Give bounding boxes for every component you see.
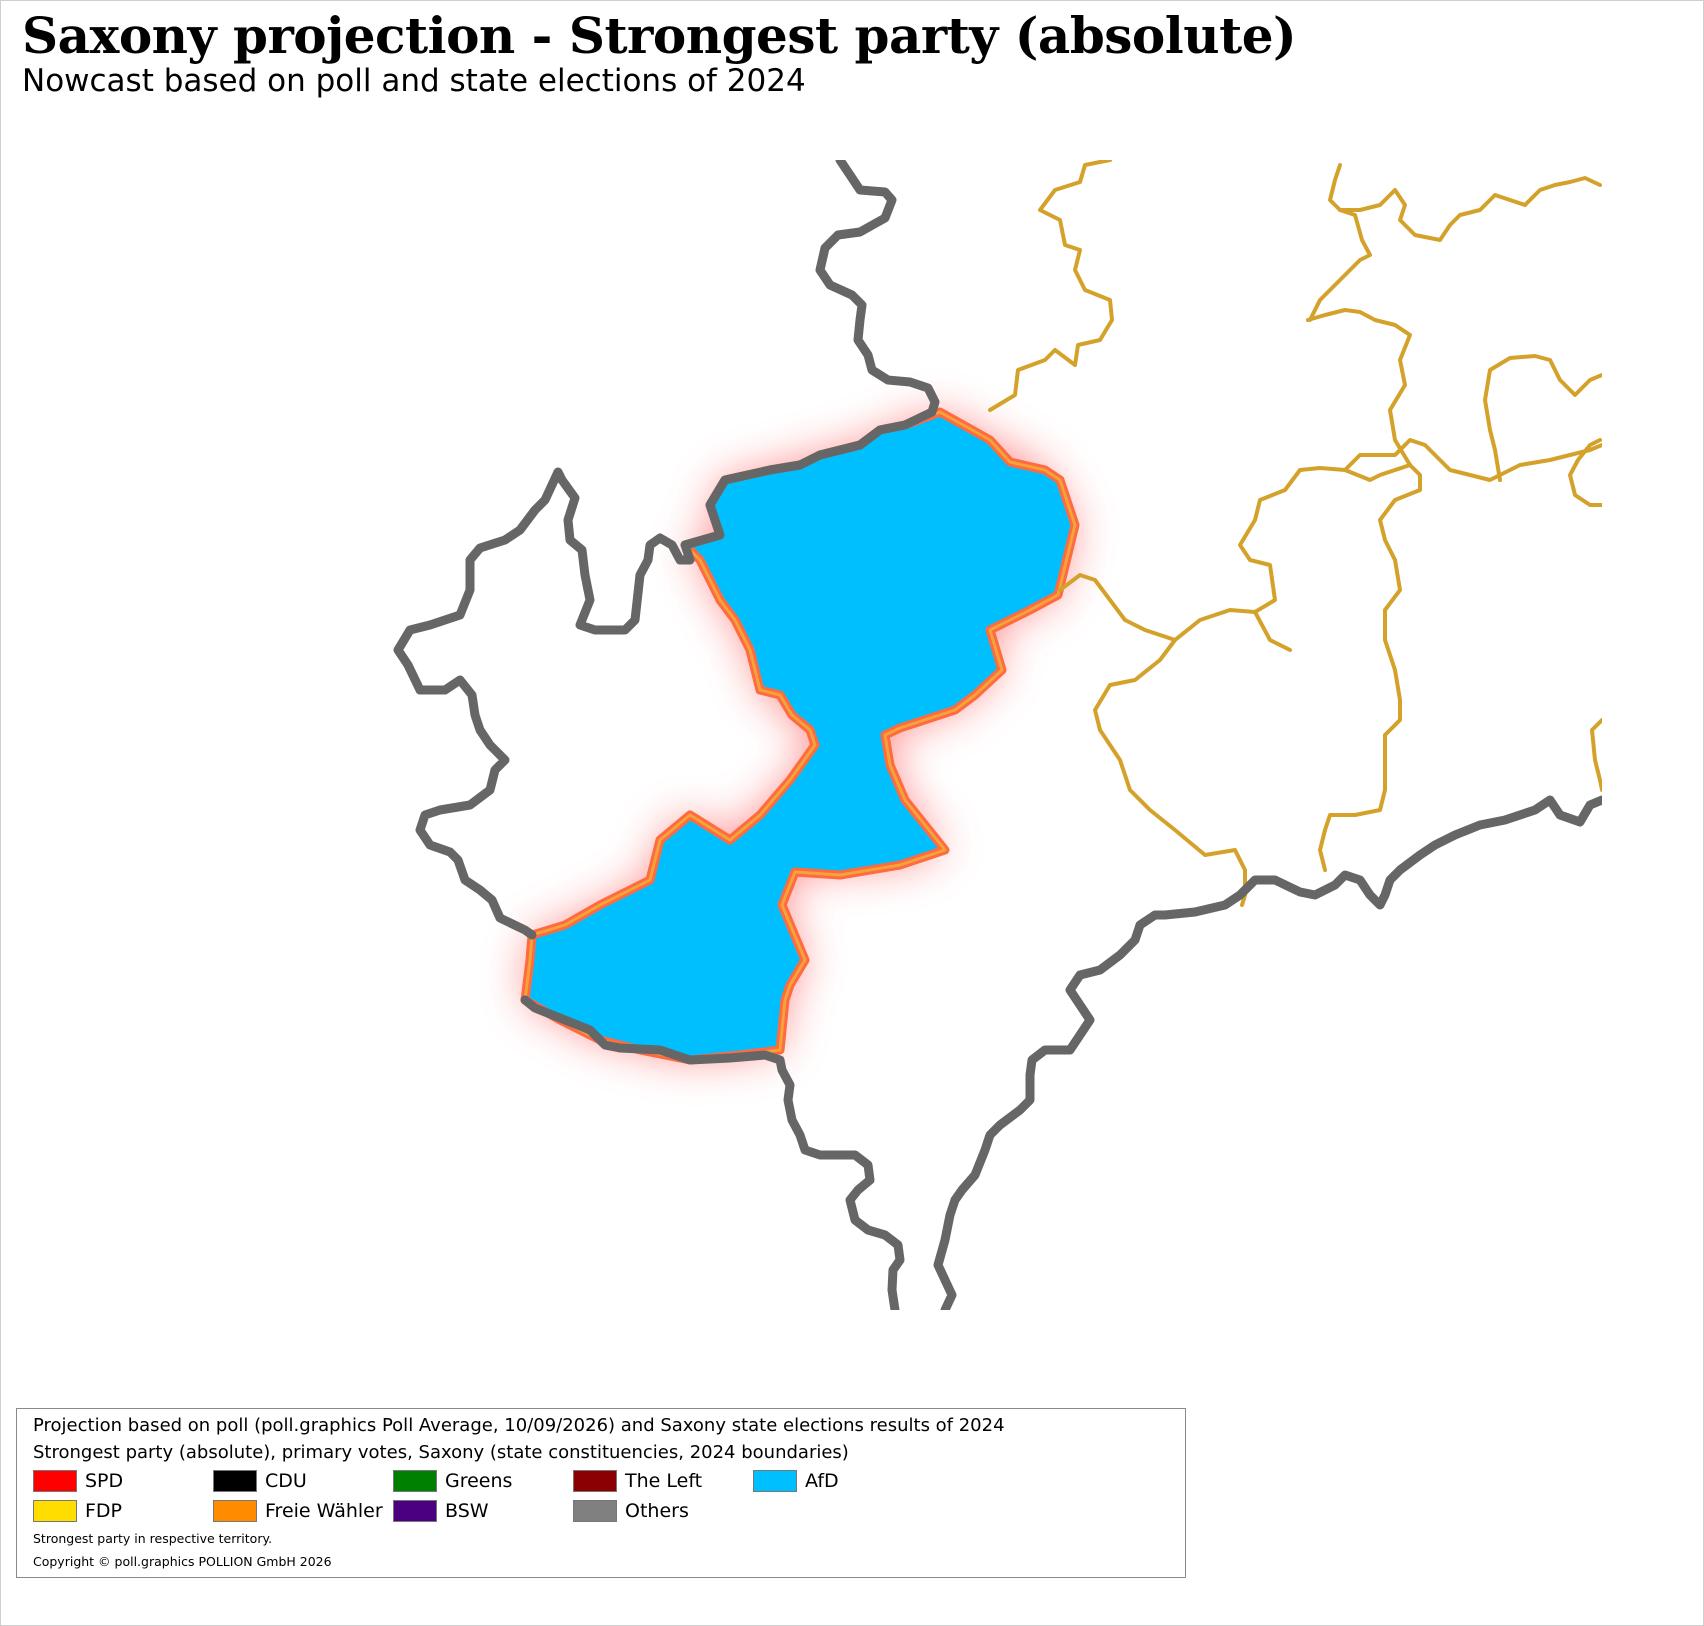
- constituency-afd[interactable]: [520, 407, 1080, 1065]
- legend-swatch-bsw: [393, 1500, 437, 1522]
- legend-swatch-spd: [33, 1470, 77, 1492]
- map-subtitle: Nowcast based on poll and state election…: [22, 63, 806, 99]
- legend: Projection based on poll (poll.graphics …: [16, 1408, 1186, 1578]
- legend-description-line: Strongest party (absolute), primary vote…: [33, 1442, 849, 1463]
- copyright-note: Copyright © poll.graphics POLLION GmbH 2…: [33, 1554, 332, 1569]
- legend-swatch-the-left: [573, 1470, 617, 1492]
- legend-swatch-afd: [753, 1470, 797, 1492]
- legend-swatch-freie-waehler: [213, 1500, 257, 1522]
- legend-swatch-cdu: [213, 1470, 257, 1492]
- legend-swatch-fdp: [33, 1500, 77, 1522]
- state-border: [393, 160, 1602, 1310]
- legend-swatch-others: [573, 1500, 617, 1522]
- legend-note: Strongest party in respective territory.: [33, 1531, 273, 1546]
- legend-source-line: Projection based on poll (poll.graphics …: [33, 1415, 1005, 1436]
- map-title: Saxony projection - Strongest party (abs…: [22, 6, 1297, 65]
- constituency-borders: [988, 160, 1602, 907]
- legend-swatch-greens: [393, 1470, 437, 1492]
